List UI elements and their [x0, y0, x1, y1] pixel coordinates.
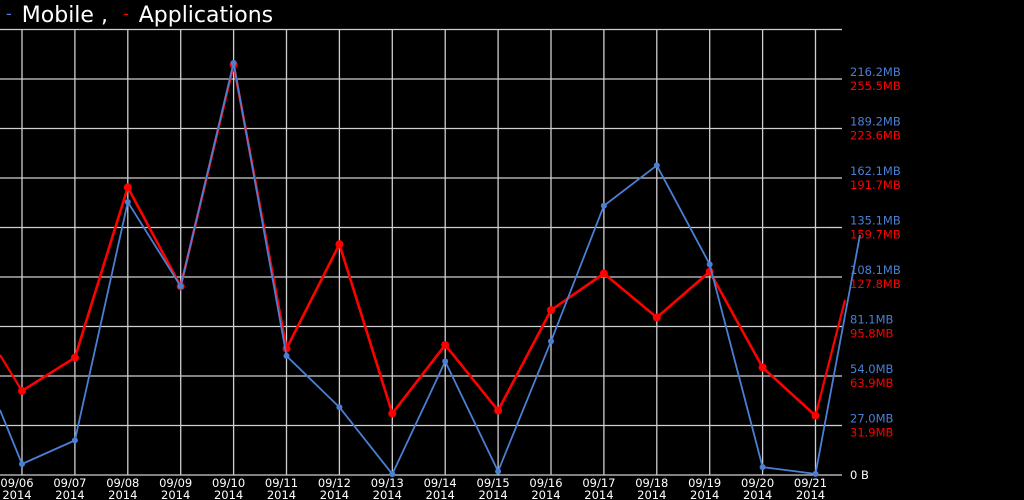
data-point-applications — [811, 411, 820, 420]
x-tick-year: 2014 — [796, 488, 825, 500]
data-point-mobile — [495, 468, 502, 475]
x-tick-label: 09/09 — [159, 476, 192, 490]
data-point-mobile — [653, 162, 660, 169]
x-tick-year: 2014 — [690, 488, 719, 500]
y-tick-label-applications: 127.8MB — [850, 277, 901, 291]
x-tick-label: 09/16 — [529, 476, 562, 490]
y-tick-label-mobile: 27.0MB — [850, 412, 894, 426]
x-tick-label: 09/21 — [794, 476, 827, 490]
y-tick-label-applications: 95.8MB — [850, 327, 894, 341]
x-tick-year: 2014 — [373, 488, 402, 500]
legend-swatch-applications: - — [122, 4, 129, 23]
x-tick-label: 09/07 — [53, 476, 86, 490]
chart-legend: - Mobile , - Applications — [6, 0, 281, 28]
data-point-mobile — [336, 404, 343, 411]
data-point-mobile — [71, 437, 78, 444]
y-tick-label-mobile: 135.1MB — [850, 214, 901, 228]
data-point-applications — [18, 386, 26, 395]
x-tick-year: 2014 — [743, 488, 772, 500]
data-point-mobile — [177, 283, 184, 290]
series-line-applications — [21, 63, 817, 417]
x-tick-label: 09/20 — [741, 476, 774, 490]
y-tick-label-applications: 191.7MB — [850, 178, 901, 192]
y-tick-label-mobile: 162.1MB — [850, 164, 901, 178]
x-tick-year: 2014 — [584, 488, 613, 500]
y-tick-label-mobile: 54.0MB — [850, 362, 894, 376]
y-tick-label-mobile: 189.2MB — [850, 115, 901, 129]
x-tick-label: 09/12 — [318, 476, 351, 490]
x-tick-label: 09/10 — [212, 476, 245, 490]
series-edge-applications-right — [814, 299, 847, 416]
data-point-mobile — [230, 59, 237, 66]
x-tick-label: 09/19 — [688, 476, 721, 490]
data-point-applications — [652, 313, 661, 322]
legend-label-applications: Applications — [138, 3, 274, 28]
x-tick-label: 09/14 — [424, 476, 457, 490]
y-tick-label-mobile: 81.1MB — [850, 313, 894, 327]
data-point-mobile — [812, 470, 819, 477]
data-point-mobile — [124, 199, 131, 206]
y-tick-label-mobile: 216.2MB — [850, 65, 901, 79]
x-tick-year: 2014 — [320, 488, 349, 500]
data-point-applications — [70, 353, 79, 362]
data-point-applications — [388, 409, 397, 418]
x-tick-year: 2014 — [637, 488, 666, 500]
data-point-mobile — [548, 338, 554, 345]
x-tick-label: 09/11 — [265, 476, 298, 490]
x-tick-year: 2014 — [55, 488, 84, 500]
y-tick-label-mobile: 108.1MB — [850, 263, 901, 277]
x-tick-year: 2014 — [531, 488, 560, 500]
x-tick-year: 2014 — [267, 488, 296, 500]
x-tick-year: 2014 — [214, 488, 243, 500]
y-tick-label-zero: 0 B — [850, 468, 869, 482]
x-tick-label: 09/15 — [477, 476, 510, 490]
x-tick-year: 2014 — [108, 488, 137, 500]
x-tick-label: 09/18 — [635, 476, 668, 490]
data-point-mobile — [759, 464, 766, 471]
series-edge-mobile-left — [0, 409, 23, 465]
y-tick-label-applications: 223.6MB — [850, 129, 901, 143]
data-point-mobile — [442, 358, 449, 365]
data-point-applications — [758, 363, 767, 372]
legend-label-mobile: Mobile , — [21, 3, 108, 28]
x-tick-label: 09/17 — [582, 476, 615, 490]
data-point-applications — [599, 269, 608, 278]
x-tick-label: 09/13 — [371, 476, 404, 490]
data-point-mobile — [19, 461, 25, 468]
y-tick-label-applications: 31.9MB — [850, 426, 894, 440]
data-point-mobile — [600, 202, 607, 209]
data-point-applications — [441, 340, 450, 349]
x-tick-year: 2014 — [426, 488, 455, 500]
x-tick-label: 09/08 — [106, 476, 139, 490]
y-tick-label-applications: 63.9MB — [850, 376, 894, 390]
data-point-mobile — [706, 261, 713, 268]
data-point-mobile — [283, 352, 290, 359]
x-tick-year: 2014 — [2, 488, 31, 500]
y-tick-label-applications: 255.5MB — [850, 79, 901, 93]
data-point-applications — [547, 306, 555, 315]
x-tick-year: 2014 — [478, 488, 507, 500]
data-point-applications — [123, 183, 132, 192]
legend-swatch-mobile: - — [6, 4, 12, 23]
x-tick-year: 2014 — [161, 488, 190, 500]
y-tick-label-applications: 159.7MB — [850, 228, 901, 242]
series-line-mobile — [21, 61, 816, 475]
series-edge-mobile-right — [814, 234, 861, 475]
data-point-applications — [494, 406, 503, 415]
data-point-mobile — [389, 471, 396, 478]
data-point-applications — [335, 240, 344, 249]
series-edge-applications-left — [0, 354, 23, 392]
x-tick-label: 09/06 — [0, 476, 33, 490]
